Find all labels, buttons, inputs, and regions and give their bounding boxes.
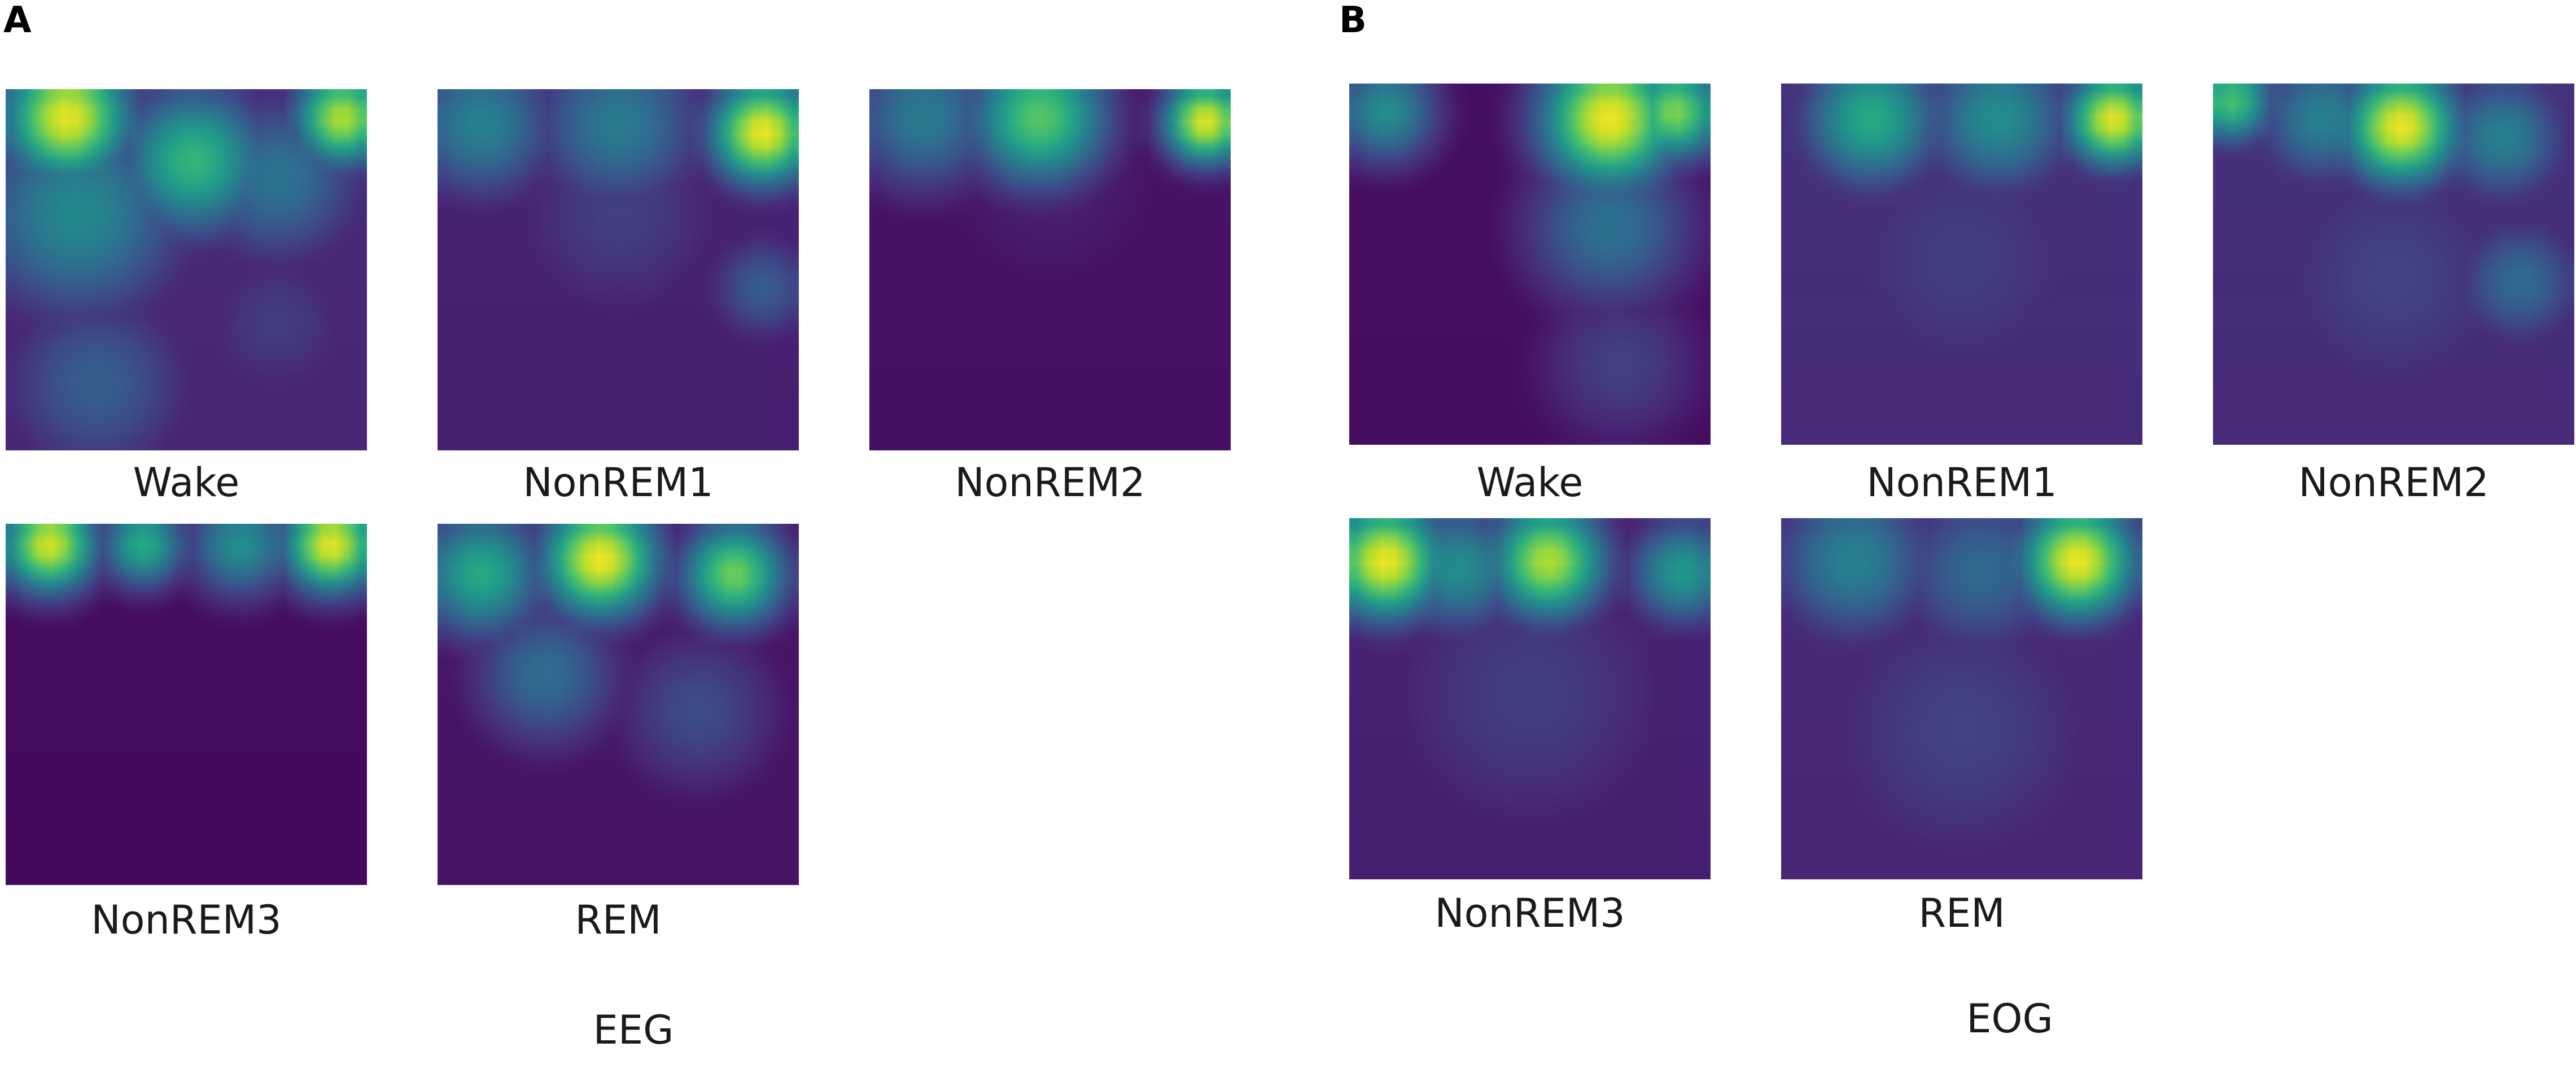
panel-b: B Wake NonREM1 NonREM2 NonREM3 REM EOG — [1288, 0, 2576, 1069]
heatmap-label: NonREM1 — [1866, 459, 2057, 506]
heatmap-label: REM — [575, 897, 662, 943]
heatmap-label: NonREM2 — [955, 459, 1145, 506]
heatmap-label: NonREM3 — [1434, 890, 1625, 936]
heatmap-label: Wake — [133, 459, 240, 506]
heatmap-label: NonREM3 — [91, 897, 282, 943]
heatmap-label: NonREM2 — [2298, 459, 2489, 506]
heatmap-eog-wake — [1349, 84, 1711, 445]
heatmap-label: NonREM1 — [523, 459, 714, 506]
heatmap-eeg-nonrem1 — [438, 89, 799, 450]
heatmap-eeg-rem — [438, 524, 799, 885]
heatmap-eog-nonrem1 — [1781, 84, 2142, 445]
signal-label: EOG — [1966, 996, 2053, 1042]
panel-letter: B — [1339, 0, 1367, 41]
heatmap-eeg-nonrem2 — [869, 89, 1231, 450]
panel-letter: A — [3, 0, 32, 41]
heatmap-eeg-wake — [6, 89, 367, 450]
heatmap-eog-nonrem2 — [2213, 84, 2574, 445]
heatmap-label: REM — [1918, 890, 2005, 936]
panel-a: A Wake NonREM1 NonREM2 NonREM3 REM EEG — [3, 0, 1231, 1053]
heatmap-eog-rem — [1781, 518, 2142, 879]
heatmap-eeg-nonrem3 — [6, 524, 367, 885]
signal-label: EEG — [593, 1007, 674, 1053]
heatmap-eog-nonrem3 — [1349, 518, 1711, 879]
heatmap-label: Wake — [1476, 459, 1584, 506]
